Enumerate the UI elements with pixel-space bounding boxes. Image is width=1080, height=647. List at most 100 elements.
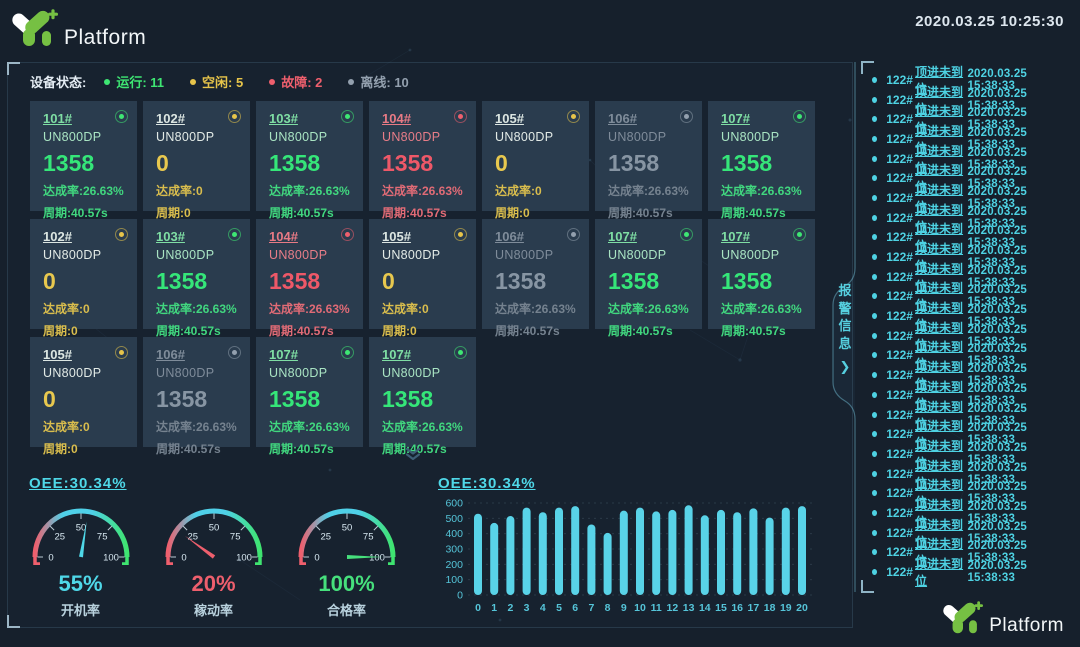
alarm-bullet-icon xyxy=(872,175,878,182)
alarm-row[interactable]: 122# 顶进未到位 2020.03.25 15:38:33 xyxy=(862,163,1073,194)
device-id: 107# xyxy=(382,347,411,362)
alarm-row[interactable]: 122# 顶进未到位 2020.03.25 15:38:33 xyxy=(862,439,1073,470)
device-card[interactable]: 103# UN800DP 1358 达成率:26.63% 周期:40.57s xyxy=(143,219,250,338)
device-rate: 达成率:26.63% xyxy=(382,420,463,434)
alarm-message: 顶进未到位 xyxy=(915,340,964,372)
alarm-row[interactable]: 122# 顶进未到位 2020.03.25 15:38:33 xyxy=(862,144,1073,175)
device-card[interactable]: 104# UN800DP 1358 达成率:26.63% 周期:40.57s xyxy=(369,101,476,220)
device-rate: 达成率:26.63% xyxy=(721,302,802,316)
device-card[interactable]: 107# UN800DP 1358 达成率:26.63% 周期:40.57s xyxy=(595,219,702,338)
device-state-icon xyxy=(341,346,354,359)
device-model: UN800DP xyxy=(721,130,780,144)
alarm-panel: 122# 顶进未到位 2020.03.25 15:38:33 122# 顶进未到… xyxy=(861,61,1073,593)
alarm-time: 2020.03.25 15:38:33 xyxy=(967,205,1028,230)
alarm-time: 2020.03.25 15:38:33 xyxy=(967,67,1028,92)
alarm-message: 顶进未到位 xyxy=(915,497,964,529)
svg-text:13: 13 xyxy=(683,602,695,614)
device-count: 1358 xyxy=(156,268,208,294)
device-rate: 达成率:26.63% xyxy=(608,184,689,198)
expand-more-icon[interactable] xyxy=(402,447,424,461)
main-panel: 设备状态: 运行: 11 空闲: 5 故障: 2 离线: 10 101# UN8… xyxy=(7,62,853,628)
device-card[interactable]: 105# UN800DP 0 达成率:0 周期:0 xyxy=(369,219,476,338)
device-card[interactable]: 107# UN800DP 1358 达成率:26.63% 周期:40.57s xyxy=(369,337,476,456)
device-card[interactable]: 102# UN800DP 0 达成率:0 周期:0 xyxy=(30,219,137,338)
panel-corner xyxy=(7,615,20,628)
device-cards-grid: 101# UN800DP 1358 达成率:26.63% 周期:40.57s 1… xyxy=(30,101,815,456)
device-cycle: 周期:40.57s xyxy=(269,206,334,220)
alarm-row[interactable]: 122# 顶进未到位 2020.03.25 15:38:33 xyxy=(862,518,1073,549)
device-card[interactable]: 106# UN800DP 1358 达成率:26.63% 周期:40.57s xyxy=(482,219,589,338)
device-id: 103# xyxy=(269,111,298,126)
device-card[interactable]: 106# UN800DP 1358 达成率:26.63% 周期:40.57s xyxy=(595,101,702,220)
svg-text:25: 25 xyxy=(187,531,198,542)
device-id: 107# xyxy=(721,229,750,244)
device-card[interactable]: 103# UN800DP 1358 达成率:26.63% 周期:40.57s xyxy=(256,101,363,220)
device-card[interactable]: 104# UN800DP 1358 达成率:26.63% 周期:40.57s xyxy=(256,219,363,338)
device-cycle: 周期:40.57s xyxy=(608,324,673,338)
alarm-row[interactable]: 122# 顶进未到位 2020.03.25 15:38:33 xyxy=(862,478,1073,509)
alarm-device-id: 122# xyxy=(886,112,913,127)
alarm-message: 顶进未到位 xyxy=(915,438,964,470)
alarm-row[interactable]: 122# 顶进未到位 2020.03.25 15:38:33 xyxy=(862,400,1073,431)
device-card[interactable]: 107# UN800DP 1358 达成率:26.63% 周期:40.57s xyxy=(708,101,815,220)
alarm-device-id: 122# xyxy=(886,427,913,442)
device-model: UN800DP xyxy=(495,130,554,144)
alarm-row[interactable]: 122# 顶进未到位 2020.03.25 15:38:33 xyxy=(862,104,1073,135)
alarm-row[interactable]: 122# 顶进未到位 2020.03.25 15:38:33 xyxy=(862,301,1073,332)
device-cycle: 周期:40.57s xyxy=(382,206,447,220)
alarm-row[interactable]: 122# 顶进未到位 2020.03.25 15:38:33 xyxy=(862,360,1073,391)
device-id: 107# xyxy=(721,111,750,126)
alarm-row[interactable]: 122# 顶进未到位 2020.03.25 15:38:33 xyxy=(862,222,1073,253)
alarm-time: 2020.03.25 15:38:33 xyxy=(967,560,1028,585)
device-card[interactable]: 102# UN800DP 0 达成率:0 周期:0 xyxy=(143,101,250,220)
device-card[interactable]: 106# UN800DP 1358 达成率:26.63% 周期:40.57s xyxy=(143,337,250,456)
alarm-bullet-icon xyxy=(872,96,878,103)
alarm-row[interactable]: 122# 顶进未到位 2020.03.25 15:38:33 xyxy=(862,340,1073,371)
alarm-row[interactable]: 122# 顶进未到位 2020.03.25 15:38:33 xyxy=(862,183,1073,214)
svg-text:0: 0 xyxy=(314,553,319,564)
alarm-row[interactable]: 122# 顶进未到位 2020.03.25 15:38:33 xyxy=(862,124,1073,155)
alarm-row[interactable]: 122# 顶进未到位 2020.03.25 15:38:33 xyxy=(862,85,1073,116)
alarm-row[interactable]: 122# 顶进未到位 2020.03.25 15:38:33 xyxy=(862,262,1073,293)
alarm-row[interactable]: 122# 顶进未到位 2020.03.25 15:38:33 xyxy=(862,459,1073,490)
alarm-row[interactable]: 122# 顶进未到位 2020.03.25 15:38:33 xyxy=(862,537,1073,568)
device-state-icon xyxy=(115,346,128,359)
device-card[interactable]: 101# UN800DP 1358 达成率:26.63% 周期:40.57s xyxy=(30,101,137,220)
alarm-message: 顶进未到位 xyxy=(915,458,964,490)
device-count: 1358 xyxy=(156,386,208,412)
device-card[interactable]: 107# UN800DP 1358 达成率:26.63% 周期:40.57s xyxy=(708,219,815,338)
alarm-time: 2020.03.25 15:38:33 xyxy=(967,225,1028,250)
device-card[interactable]: 105# UN800DP 0 达成率:0 周期:0 xyxy=(482,101,589,220)
device-card[interactable]: 105# UN800DP 0 达成率:0 周期:0 xyxy=(30,337,137,456)
device-rate: 达成率:0 xyxy=(495,184,542,198)
svg-text:100: 100 xyxy=(369,553,385,564)
alarm-row[interactable]: 122# 顶进未到位 2020.03.25 15:38:33 xyxy=(862,321,1073,352)
alarm-row[interactable]: 122# 顶进未到位 2020.03.25 15:38:33 xyxy=(862,380,1073,411)
alarm-row[interactable]: 122# 顶进未到位 2020.03.25 15:38:33 xyxy=(862,557,1073,588)
device-state-icon xyxy=(454,110,467,123)
device-cycle: 周期:40.57s xyxy=(495,324,560,338)
alarm-row[interactable]: 122# 顶进未到位 2020.03.25 15:38:33 xyxy=(862,419,1073,450)
alarm-row[interactable]: 122# 顶进未到位 2020.03.25 15:38:33 xyxy=(862,498,1073,529)
alarm-row[interactable]: 122# 顶进未到位 2020.03.25 15:38:33 xyxy=(862,281,1073,312)
alarm-row[interactable]: 122# 顶进未到位 2020.03.25 15:38:33 xyxy=(862,242,1073,273)
svg-text:75: 75 xyxy=(96,531,107,542)
device-id: 105# xyxy=(382,229,411,244)
alarm-bullet-icon xyxy=(872,470,878,477)
alarm-time: 2020.03.25 15:38:33 xyxy=(967,264,1028,289)
alarm-bullet-icon xyxy=(872,450,878,457)
alarm-message: 顶进未到位 xyxy=(915,242,964,274)
alarm-row[interactable]: 122# 顶进未到位 2020.03.25 15:38:33 xyxy=(862,203,1073,234)
alarm-message: 顶进未到位 xyxy=(915,517,964,549)
alarm-device-id: 122# xyxy=(886,545,913,560)
alarm-row[interactable]: 122# 顶进未到位 2020.03.25 15:38:33 xyxy=(862,65,1073,96)
device-card[interactable]: 107# UN800DP 1358 达成率:26.63% 周期:40.57s xyxy=(256,337,363,456)
device-rate: 达成率:26.63% xyxy=(382,184,463,198)
alarm-time: 2020.03.25 15:38:33 xyxy=(967,422,1028,447)
device-cycle: 周期:40.57s xyxy=(43,206,108,220)
alarm-bullet-icon xyxy=(872,76,878,83)
alarm-info-tab[interactable]: 报警信息 ❯ xyxy=(833,283,857,375)
device-rate: 达成率:26.63% xyxy=(608,302,689,316)
device-model: UN800DP xyxy=(269,366,328,380)
